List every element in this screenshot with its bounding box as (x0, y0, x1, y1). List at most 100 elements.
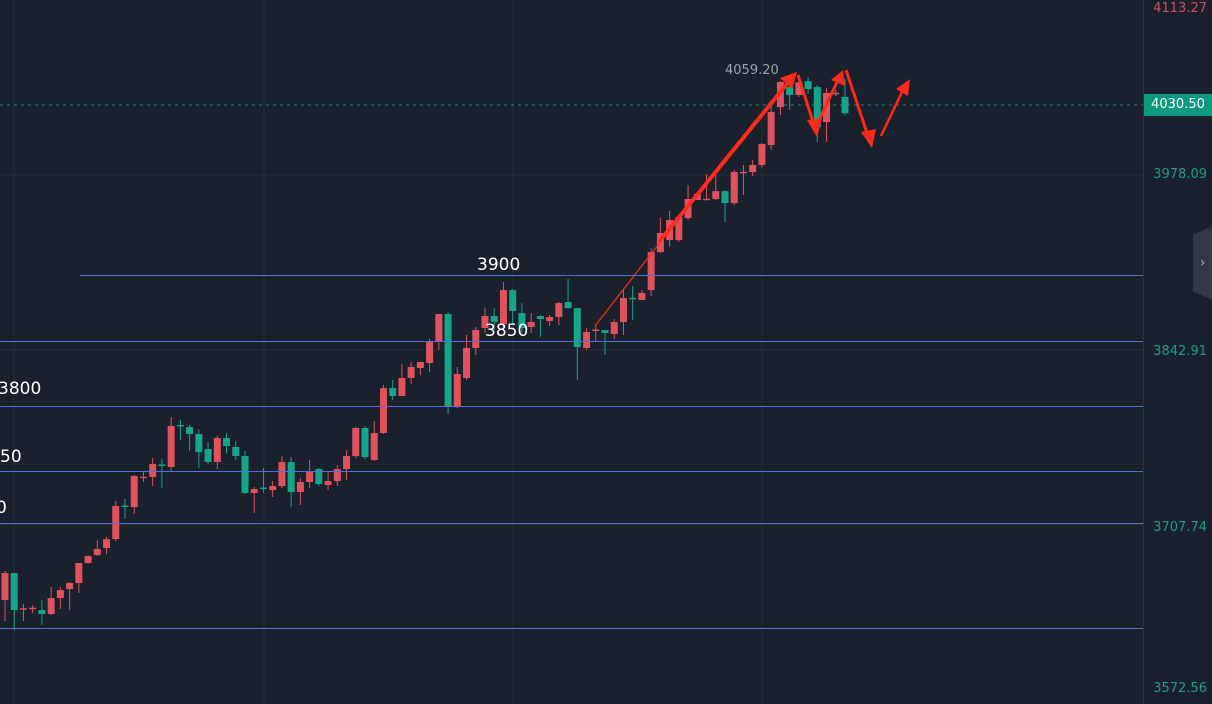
candle (463, 335, 471, 380)
candle (361, 425, 369, 460)
candle-body (703, 198, 711, 201)
candle-body (573, 308, 581, 347)
candle-body (204, 449, 212, 462)
candle-body (66, 583, 74, 590)
candle-body (306, 472, 314, 483)
candle (287, 457, 295, 508)
candle (139, 472, 147, 483)
up-arrow (818, 79, 840, 119)
candle (555, 302, 563, 326)
candle-body (250, 489, 258, 493)
y-tick-label: 4113.27 (1153, 1, 1207, 16)
level-line-3700[interactable] (0, 523, 1143, 524)
up-arrow (879, 91, 904, 137)
candle (232, 440, 240, 460)
candle (739, 165, 747, 195)
candle-body (130, 475, 138, 508)
level-line-3750[interactable] (0, 471, 1143, 472)
expand-panel-button[interactable]: › (1193, 226, 1212, 300)
candle (730, 170, 738, 206)
candle (379, 385, 387, 435)
candle-body (610, 322, 618, 335)
candle-body (389, 388, 397, 396)
candle (675, 217, 683, 242)
candle-body (463, 348, 471, 378)
candle (601, 329, 609, 356)
candle (241, 451, 249, 494)
price-axis[interactable]: 4113.27 3978.09 3842.91 3707.74 3572.56 (1143, 0, 1212, 704)
candle-body (841, 96, 849, 114)
level-line-3850[interactable] (0, 341, 1143, 342)
candle (176, 420, 184, 441)
candle (610, 319, 618, 340)
candle-body (767, 111, 775, 145)
candle (296, 477, 304, 506)
candle-body (296, 482, 304, 492)
trend-annotations (594, 69, 910, 327)
down-arrow (796, 74, 816, 126)
candle-body (223, 438, 231, 446)
candle-body (739, 171, 747, 174)
candle (444, 311, 452, 415)
candlestick-chart[interactable] (0, 0, 1143, 704)
candle-body (407, 367, 415, 378)
candle-body (361, 427, 369, 458)
y-tick-label: 3842.91 (1153, 344, 1207, 359)
candle (84, 555, 92, 565)
arrowhead-icon (780, 72, 797, 89)
candle-body (232, 447, 240, 457)
candle-body (481, 316, 489, 328)
candle-body (499, 290, 507, 325)
candle (407, 361, 415, 385)
level-line-3900[interactable] (80, 275, 1143, 276)
candle-body (343, 456, 351, 470)
candle (149, 458, 157, 487)
candle (343, 450, 351, 480)
candle (481, 308, 489, 334)
candle (29, 605, 37, 613)
candle (712, 175, 720, 201)
candle-body (1, 573, 9, 601)
candle (592, 324, 600, 342)
candle-body (213, 438, 221, 462)
candle (453, 367, 461, 409)
candle-body (103, 539, 111, 549)
candle-body (149, 464, 157, 477)
y-tick-label: 3572.56 (1153, 681, 1207, 696)
candle (112, 501, 120, 542)
candle-body (638, 292, 646, 301)
candle-body (278, 461, 286, 487)
candle-body (749, 165, 757, 173)
candle-body (186, 426, 194, 435)
candle-body (592, 329, 600, 331)
candle (370, 421, 378, 461)
up-trend-arrow (657, 78, 792, 244)
grid (0, 0, 1143, 704)
candle (269, 481, 277, 498)
candle-body (583, 332, 591, 349)
candle-body (112, 506, 120, 540)
candle (10, 573, 18, 630)
candle (47, 587, 55, 616)
candle-body (47, 598, 55, 615)
candle-body (555, 303, 563, 318)
last-price-badge: 4030.50 (1144, 94, 1212, 116)
level-line-3800[interactable] (0, 406, 1143, 407)
candle (758, 142, 766, 168)
candle-body (721, 191, 729, 204)
level-label: 3850 (485, 321, 529, 341)
candle (832, 89, 840, 97)
candle (1, 571, 9, 622)
level-line-bottom[interactable] (0, 628, 1143, 629)
candle (721, 190, 729, 223)
candle (490, 308, 498, 330)
candle-body (435, 314, 443, 342)
candle-body (333, 469, 341, 482)
candle-body (601, 329, 609, 334)
candle (583, 327, 591, 351)
candle-body (804, 81, 812, 90)
arrowhead-icon (896, 79, 910, 96)
candle (121, 499, 129, 520)
candle (158, 459, 166, 489)
candle-body (176, 424, 184, 427)
